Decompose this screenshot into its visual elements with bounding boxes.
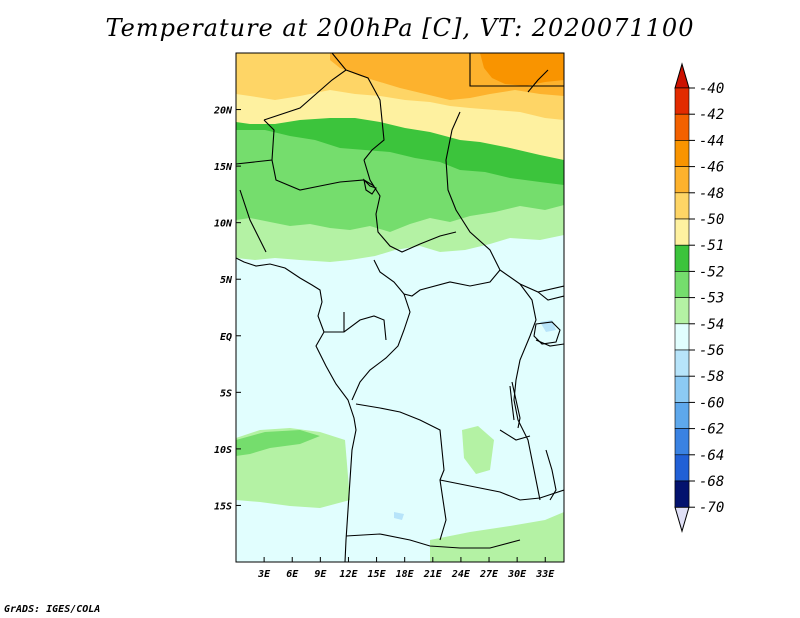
x-tick-label: 6E — [286, 569, 299, 580]
colorbar-swatch — [674, 323, 690, 351]
colorbar-label: -40 — [699, 81, 724, 97]
colorbar-swatch — [674, 87, 690, 115]
border-angola — [355, 403, 447, 541]
border-east-2 — [535, 339, 564, 347]
temperature-field — [236, 53, 564, 562]
band-53-south-east — [430, 512, 564, 562]
colorbar-swatch — [674, 428, 690, 456]
colorbar-swatch — [674, 113, 690, 141]
y-tick-label: 15S — [214, 501, 232, 512]
border-north-3 — [331, 53, 347, 71]
x-tick-label: 27E — [479, 569, 499, 580]
border-chad-sudan — [445, 111, 564, 293]
y-tick-label: 10N — [214, 219, 233, 230]
colorbar-swatch — [674, 349, 690, 377]
band-56-patch-south — [394, 512, 404, 520]
y-axis-ticks: 20N 15N 10N 5N EQ 5S 10S 15S — [213, 106, 241, 512]
lake-tanganyika — [509, 381, 521, 429]
lake-malawi — [545, 449, 557, 501]
colorbar-top-arrow — [674, 62, 690, 89]
colorbar-label: -60 — [699, 395, 724, 411]
colorbar-swatch — [674, 271, 690, 298]
colorbar-label: -64 — [699, 448, 724, 464]
border-north-2 — [236, 119, 275, 165]
colorbar-swatch — [674, 375, 690, 403]
colorbar-swatch — [674, 166, 690, 194]
band-53-east-patch — [462, 426, 494, 474]
border-east-1 — [537, 291, 564, 301]
colorbar-swatch — [674, 480, 690, 508]
colorbar-label: -58 — [699, 369, 724, 385]
x-tick-label: 33E — [535, 569, 555, 580]
border-drc-east — [513, 283, 541, 501]
lake-victoria — [533, 321, 561, 345]
colorbar-label: -54 — [699, 317, 724, 333]
colorbar-swatch — [674, 192, 690, 220]
x-tick-label: 24E — [451, 569, 471, 580]
x-tick-label: 21E — [423, 569, 443, 580]
colorbar-label: -50 — [699, 212, 724, 228]
colorbar-label: -70 — [699, 500, 724, 516]
border-westafrica — [239, 189, 267, 253]
x-tick-label: 30E — [507, 569, 527, 580]
border-east-3 — [499, 429, 531, 441]
colorbar-label: -44 — [699, 133, 724, 149]
colorbar-swatch — [674, 402, 690, 429]
border-gabon — [324, 315, 387, 341]
red-sea-coast — [527, 69, 549, 93]
footer-credit: GrADS: IGES/COLA — [4, 604, 101, 615]
band-52-southwest — [236, 430, 320, 456]
border-congo — [351, 293, 411, 401]
border-zambia — [439, 479, 564, 501]
colorbar-label: -68 — [699, 474, 724, 490]
country-borders — [236, 53, 564, 562]
y-tick-label: 5S — [220, 388, 232, 399]
y-tick-label: 15N — [214, 162, 233, 173]
x-axis-ticks: 3E 6E 9E 12E 15E 18E 21E 24E 27E 30E 33E — [257, 557, 555, 580]
colorbar-label: -62 — [699, 422, 724, 438]
colorbar-swatch — [674, 140, 690, 167]
colorbar-label: -52 — [699, 264, 724, 280]
border-cameroon — [373, 259, 501, 297]
colorbar-label: -46 — [699, 160, 724, 176]
border-north-1 — [263, 69, 385, 161]
x-tick-label: 12E — [339, 569, 358, 580]
y-tick-label: 20N — [213, 106, 233, 117]
y-tick-label: 5N — [220, 275, 233, 286]
colorbar-swatch — [674, 454, 690, 482]
band-44 — [480, 53, 564, 86]
colorbar-label: -51 — [699, 238, 724, 254]
border-angola-south — [345, 533, 521, 549]
colorbar-swatch — [674, 297, 690, 325]
x-tick-label: 18E — [396, 569, 415, 580]
colorbar-bottom-arrow — [674, 506, 690, 533]
coastline-west — [236, 257, 357, 562]
map-frame — [235, 52, 565, 563]
lake-chad — [363, 178, 377, 195]
colorbar-label: -56 — [699, 343, 724, 359]
colorbar: -40 -42 -44 -46 -48 -50 -51 -52 -53 -54 -56 -58 -60 -… — [674, 62, 724, 533]
chart-title: Temperature at 200hPa [C], VT: 202007110… — [105, 14, 695, 42]
x-tick-label: 3E — [257, 569, 271, 580]
colorbar-label: -53 — [699, 291, 724, 307]
x-tick-label: 15E — [368, 569, 387, 580]
x-tick-label: 9E — [314, 569, 327, 580]
y-tick-label: EQ — [220, 332, 232, 343]
y-tick-label: 10S — [214, 445, 232, 456]
colorbar-swatch — [674, 244, 690, 272]
colorbar-label: -48 — [699, 186, 724, 202]
colorbar-label: -42 — [699, 107, 724, 123]
colorbar-swatch — [674, 218, 690, 246]
